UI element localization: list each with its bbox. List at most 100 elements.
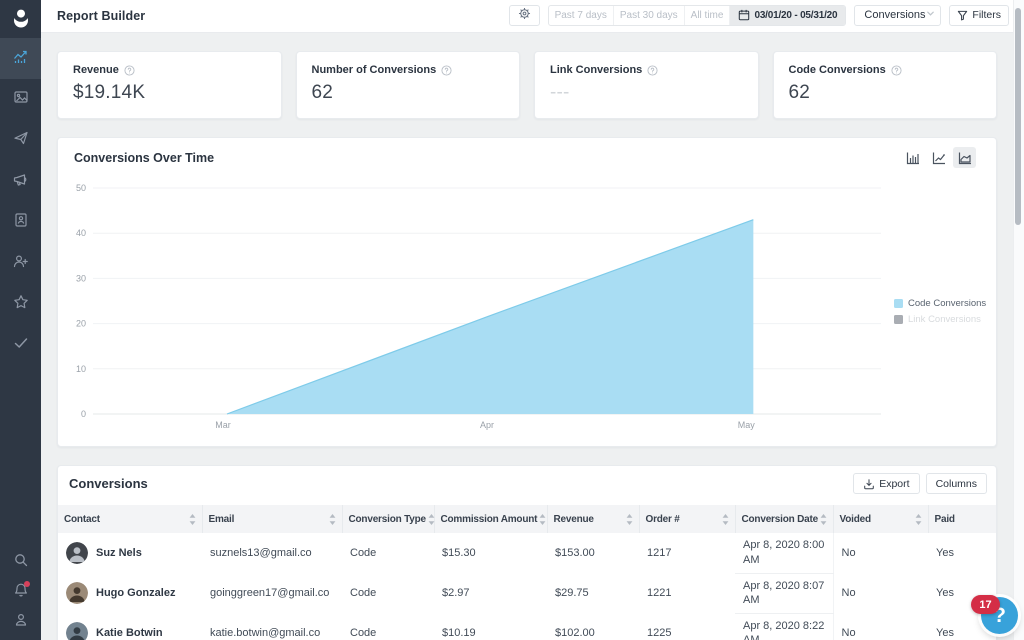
metric-dropdown-value: Conversions (864, 9, 926, 21)
sidebar-item-favorites[interactable] (0, 284, 41, 325)
sidebar-notifications-button[interactable] (0, 577, 41, 607)
column-header-conversion-type[interactable]: Conversion Type (342, 505, 435, 533)
cell-paid: Yes (936, 587, 954, 599)
page-scrollbar-thumb[interactable] (1015, 8, 1021, 225)
header-controls: Past 7 days Past 30 days All time 03/01/… (508, 4, 1009, 26)
legend-item-link-conversions[interactable]: Link Conversions (894, 314, 986, 325)
calendar-icon (738, 9, 750, 21)
sort-icon[interactable] (329, 513, 336, 525)
help-circle-icon[interactable] (891, 64, 902, 76)
column-label: Commission Amount (440, 513, 538, 525)
sidebar-profile-button[interactable] (0, 607, 41, 637)
bell-icon (13, 582, 29, 603)
sidebar-nav (0, 38, 41, 366)
sort-icon[interactable] (539, 513, 546, 525)
sort-icon[interactable] (189, 513, 196, 525)
chart-legend: Code Conversions Link Conversions (894, 298, 986, 325)
column-header-order-[interactable]: Order # (639, 505, 736, 533)
contact-name: Hugo Gonzalez (96, 587, 176, 599)
stat-card-code-conversions: Code Conversions 62 (772, 51, 997, 119)
cell-revenue: $102.00 (555, 627, 595, 639)
export-icon (863, 478, 875, 490)
sidebar-bottom (0, 547, 41, 640)
stat-card-number-of-conversions: Number of Conversions 62 (295, 51, 520, 119)
table-actions: Export Columns (853, 473, 987, 494)
filters-button[interactable]: Filters (949, 4, 1009, 26)
bar-chart-icon[interactable] (901, 147, 924, 168)
analytics-icon (12, 48, 29, 70)
conversions-table: Contact Email Conversion Type Commission Am… (58, 505, 996, 640)
column-label: Voided (839, 513, 872, 525)
column-header-voided[interactable]: Voided (833, 505, 929, 533)
line-chart-icon[interactable] (927, 147, 950, 168)
contact-name: Katie Botwin (96, 627, 163, 639)
columns-button[interactable]: Columns (925, 473, 987, 494)
sort-icon[interactable] (626, 513, 633, 525)
column-header-email[interactable]: Email (202, 505, 343, 533)
table-row[interactable]: Suz Nels suznels13@gmail.co Code $15.30 $153… (58, 533, 996, 574)
legend-swatch (894, 315, 903, 324)
sidebar-item-outreach[interactable] (0, 120, 41, 161)
sort-icon[interactable] (820, 513, 827, 525)
cell-commission-amount: $15.30 (442, 547, 476, 559)
sidebar-item-approvals[interactable] (0, 325, 41, 366)
metric-dropdown[interactable]: Conversions (854, 4, 942, 26)
column-label: Contact (64, 513, 100, 525)
table-body: Suz Nels suznels13@gmail.co Code $15.30 $153… (58, 533, 996, 640)
cell-conversion-type: Code (350, 587, 377, 599)
date-range-segmented-control: Past 7 days Past 30 days All time 03/01/… (547, 4, 847, 26)
check-icon (13, 335, 29, 356)
chart-title: Conversions Over Time (74, 151, 215, 165)
column-label: Email (208, 513, 235, 525)
legend-item-code-conversions[interactable]: Code Conversions (894, 298, 986, 309)
svg-text:20: 20 (76, 319, 86, 329)
range-custom-dates[interactable]: 03/01/20 - 05/31/20 (730, 5, 846, 25)
column-header-revenue[interactable]: Revenue (547, 505, 640, 533)
range-past-7-days[interactable]: Past 7 days (549, 5, 614, 25)
sidebar-item-reports[interactable] (0, 38, 41, 79)
export-button[interactable]: Export (853, 473, 920, 494)
area-chart-icon[interactable] (953, 147, 976, 168)
cell-email: goinggreen17@gmail.co (210, 587, 330, 599)
user-icon (13, 612, 29, 633)
help-circle-icon[interactable] (647, 64, 658, 76)
send-icon (13, 130, 29, 151)
conversions-over-time-chart[interactable]: 0 10 20 30 40 50 Mar Apr May (73, 178, 983, 440)
avatar (66, 582, 88, 604)
sort-icon[interactable] (915, 513, 922, 525)
column-header-conversion-date[interactable]: Conversion Date (735, 505, 834, 533)
cell-order: 1217 (647, 547, 672, 559)
column-header-contact[interactable]: Contact (58, 505, 203, 533)
cell-commission-amount: $2.97 (442, 587, 470, 599)
sidebar-search-button[interactable] (0, 547, 41, 577)
contact-name: Suz Nels (96, 547, 142, 559)
stat-label-number-of-conversions: Number of Conversions (311, 64, 437, 76)
cell-paid: Yes (936, 627, 954, 639)
sort-icon[interactable] (722, 513, 729, 525)
columns-label: Columns (935, 477, 977, 490)
logo-icon (12, 7, 29, 28)
sidebar-item-campaigns[interactable] (0, 161, 41, 202)
help-circle-icon[interactable] (124, 64, 135, 76)
cell-order: 1221 (647, 587, 672, 599)
range-all-time[interactable]: All time (685, 5, 731, 25)
cell-conversion-date: Apr 8, 2020 8:00 AM (735, 533, 834, 574)
range-past-30-days[interactable]: Past 30 days (614, 5, 685, 25)
date-range-label: 03/01/20 - 05/31/20 (754, 9, 838, 21)
help-circle-icon[interactable] (441, 64, 452, 76)
sidebar-item-contacts[interactable] (0, 202, 41, 243)
report-settings-button[interactable] (508, 4, 540, 26)
cell-voided: No (841, 547, 856, 559)
column-header-commission-amount[interactable]: Commission Amount (434, 505, 548, 533)
svg-text:Mar: Mar (215, 420, 231, 430)
svg-text:50: 50 (76, 183, 86, 193)
cell-contact: Hugo Gonzalez (58, 573, 202, 613)
gear-icon (518, 7, 531, 23)
sidebar-item-media[interactable] (0, 79, 41, 120)
sort-icon[interactable] (428, 513, 435, 525)
app-logo[interactable] (0, 0, 41, 38)
page-scrollbar-track[interactable] (1013, 0, 1024, 640)
table-row[interactable]: Katie Botwin katie.botwin@gmail.co Code $10… (58, 613, 996, 640)
sidebar-item-recruit[interactable] (0, 243, 41, 284)
table-row[interactable]: Hugo Gonzalez goinggreen17@gmail.co Code $2… (58, 573, 996, 614)
